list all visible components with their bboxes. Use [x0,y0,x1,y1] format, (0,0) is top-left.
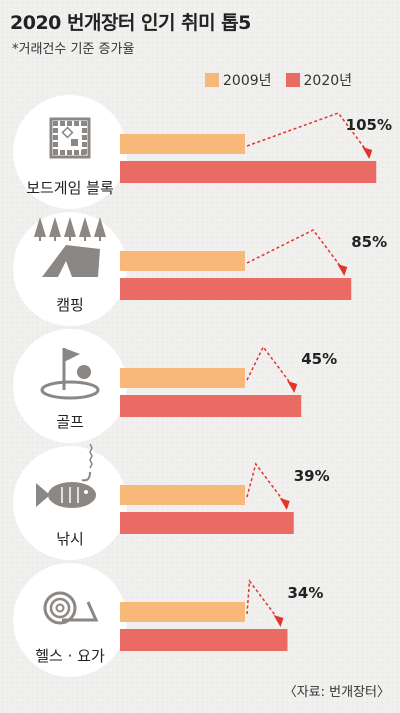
mat-roll-outer [43,591,77,625]
arrow-head [287,381,298,393]
board-cell [82,149,87,154]
chart-subtitle: *거래건수 기준 증가율 [12,42,135,57]
growth-arrow [246,578,281,622]
board-cell [67,150,72,155]
bar-2009 [120,602,245,622]
board-cell [81,121,86,126]
board-cell [60,121,65,126]
mat-roll-inner [55,603,65,613]
golf-ball [77,365,91,379]
tree-trunk [54,237,56,241]
board-cell [53,135,58,140]
arrow-head [279,498,290,510]
bar-2020 [120,512,294,534]
bar-2020 [120,161,377,183]
source-note: 〈자료: 번개장터〉 [283,685,390,700]
board-cell [82,135,87,140]
fish-body [48,482,96,508]
tree-trunk [69,237,71,241]
bar-2009 [120,134,245,154]
bar-2009 [120,368,245,388]
category-label: 헬스 · 요가 [35,647,105,665]
fishing-icon [36,443,96,508]
category-label: 캠핑 [56,296,84,314]
board-cell [82,128,87,133]
green-ring [40,380,100,400]
tree-shape [94,217,106,237]
dice-outline [61,126,74,139]
tent-body [42,245,100,277]
fish-tail [36,483,50,507]
golf-icon [40,348,100,400]
category-label: 낚시 [56,530,84,548]
bar-2009 [120,485,245,505]
board-cell [60,150,65,155]
category-label: 골프 [56,413,84,431]
growth-arrow [246,462,287,505]
category-row: 낚시 39% [13,443,330,560]
arrow-head [362,147,373,159]
legend-swatch-2009 [205,73,219,87]
board-cell [82,142,87,147]
growth-label: 85% [351,233,387,251]
fishing-line [89,443,93,469]
category-row: 캠핑 85% [13,212,387,326]
growth-arrow [246,345,294,388]
fish-eye [84,490,88,494]
growth-label: 34% [288,584,324,602]
category-label: 보드게임 블록 [26,179,114,197]
tree-shape [34,217,46,237]
bar-2020 [120,278,352,300]
bar-2020 [120,629,288,651]
tree-shape [79,217,91,237]
board-cell [74,121,79,126]
board-game-icon [49,117,91,159]
dice [71,139,78,146]
legend: 2009년 2020년 [205,70,366,90]
camping-icon [34,217,106,277]
hook [81,471,91,482]
tree-shape [49,217,61,237]
board-cell [53,142,58,147]
board-cell [53,121,58,126]
tree-trunk [84,237,86,241]
tent-door [58,261,72,277]
board-cell [67,121,72,126]
tree-shape [64,217,76,237]
legend-label-2009: 2009년 [223,73,272,89]
flag [64,348,80,362]
legend-label-2020: 2020년 [303,73,353,89]
bar-2020 [120,395,302,417]
legend-item-2020: 2020년 [285,70,353,90]
category-row: 보드게임 블록 105% [13,95,392,209]
growth-label: 45% [301,350,337,368]
growth-arrow [246,229,344,271]
category-row: 골프 45% [13,329,337,443]
mat-roll-mid [49,597,71,619]
mat-flat [62,601,99,622]
yoga-mat-icon [43,591,99,625]
arrow-head [337,264,348,276]
category-circle [13,329,127,443]
board-cell [53,128,58,133]
bar-2009 [120,251,245,271]
board-cell [74,150,79,155]
board-frame [49,117,91,159]
tree-trunk [99,237,101,241]
board-cell [53,149,58,154]
arrow-head [273,615,284,627]
category-row: 헬스 · 요가 34% [13,563,323,677]
legend-swatch-2020 [285,73,300,87]
growth-label: 39% [294,467,330,485]
legend-item-2009: 2009년 [205,70,272,90]
growth-label: 105% [346,116,392,134]
tree-trunk [39,237,41,241]
chart-title: 2020 번개장터 인기 취미 톱5 [10,12,251,34]
